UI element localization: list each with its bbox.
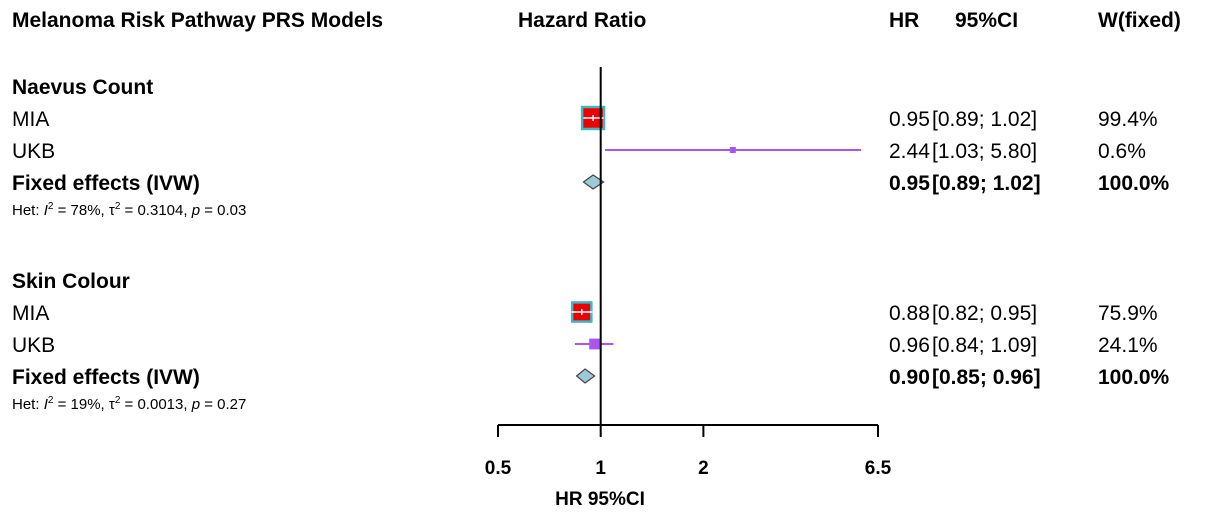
x-tick-label: 1 — [595, 458, 606, 479]
weight-value: 75.9% — [1098, 302, 1158, 325]
pooled-ci: [0.85; 0.96] — [932, 366, 1041, 389]
pooled-weight: 100.0% — [1098, 172, 1170, 195]
het-tau-exponent: 2 — [115, 395, 121, 406]
study-label: UKB — [12, 140, 55, 163]
het-i-value: = 19%, — [53, 396, 108, 413]
study-label: MIA — [12, 108, 49, 131]
pooled-ci: [0.89; 1.02] — [932, 172, 1041, 195]
het-tau-exponent: 2 — [115, 201, 121, 212]
ci-value: [0.82; 0.95] — [932, 302, 1037, 325]
het-p-symbol: p — [191, 202, 200, 219]
het-tau-value: = 0.0013, — [120, 396, 191, 413]
weight-value: 99.4% — [1098, 108, 1158, 131]
het-tau-symbol: τ — [109, 396, 115, 413]
het-i-exponent: 2 — [48, 395, 54, 406]
pooled-weight: 100.0% — [1098, 366, 1170, 389]
study-label: UKB — [12, 334, 55, 357]
weight-value: 0.6% — [1098, 140, 1146, 163]
pooled-hr: 0.90 — [889, 366, 930, 389]
study-label: MIA — [12, 302, 49, 325]
het-prefix: Het: — [12, 202, 44, 219]
ci-value: [1.03; 5.80] — [932, 140, 1037, 163]
het-i-value: = 78%, — [53, 202, 108, 219]
pooled-label: Fixed effects (IVW) — [12, 366, 200, 389]
ci-value: [0.84; 1.09] — [932, 334, 1037, 357]
pooled-label: Fixed effects (IVW) — [12, 172, 200, 195]
hr-value: 2.44 — [889, 140, 930, 163]
header-hr: HR — [889, 9, 919, 32]
pooled-diamond — [575, 368, 596, 384]
header-study: Melanoma Risk Pathway PRS Models — [12, 9, 383, 32]
header-ci: 95%CI — [955, 9, 1018, 32]
weight-value: 24.1% — [1098, 334, 1158, 357]
het-p-value: = 0.03 — [200, 202, 246, 219]
pooled-diamond — [582, 174, 605, 190]
het-prefix: Het: — [12, 396, 44, 413]
x-tick-label: 2 — [698, 458, 709, 479]
header-plot: Hazard Ratio — [518, 9, 646, 32]
x-axis-label: HR 95%CI — [555, 489, 645, 510]
x-tick-label: 0.5 — [485, 458, 512, 479]
het-i-symbol: I — [44, 396, 48, 413]
het-i-symbol: I — [44, 202, 48, 219]
het-tau-value: = 0.3104, — [120, 202, 191, 219]
hr-value: 0.95 — [889, 108, 930, 131]
het-p-value: = 0.27 — [200, 396, 246, 413]
hr-value: 0.88 — [889, 302, 930, 325]
x-tick-label: 6.5 — [865, 458, 892, 479]
hr-value: 0.96 — [889, 334, 930, 357]
header-weight: W(fixed) — [1098, 9, 1181, 32]
het-tau-symbol: τ — [109, 202, 115, 219]
group-title: Skin Colour — [12, 270, 130, 293]
heterogeneity-stats: Het: I2 = 19%, τ2 = 0.0013, p = 0.27 — [12, 395, 246, 413]
het-i-exponent: 2 — [48, 201, 54, 212]
ci-value: [0.89; 1.02] — [932, 108, 1037, 131]
het-p-symbol: p — [191, 396, 200, 413]
heterogeneity-stats: Het: I2 = 78%, τ2 = 0.3104, p = 0.03 — [12, 201, 246, 219]
group-title: Naevus Count — [12, 76, 153, 99]
pooled-hr: 0.95 — [889, 172, 930, 195]
